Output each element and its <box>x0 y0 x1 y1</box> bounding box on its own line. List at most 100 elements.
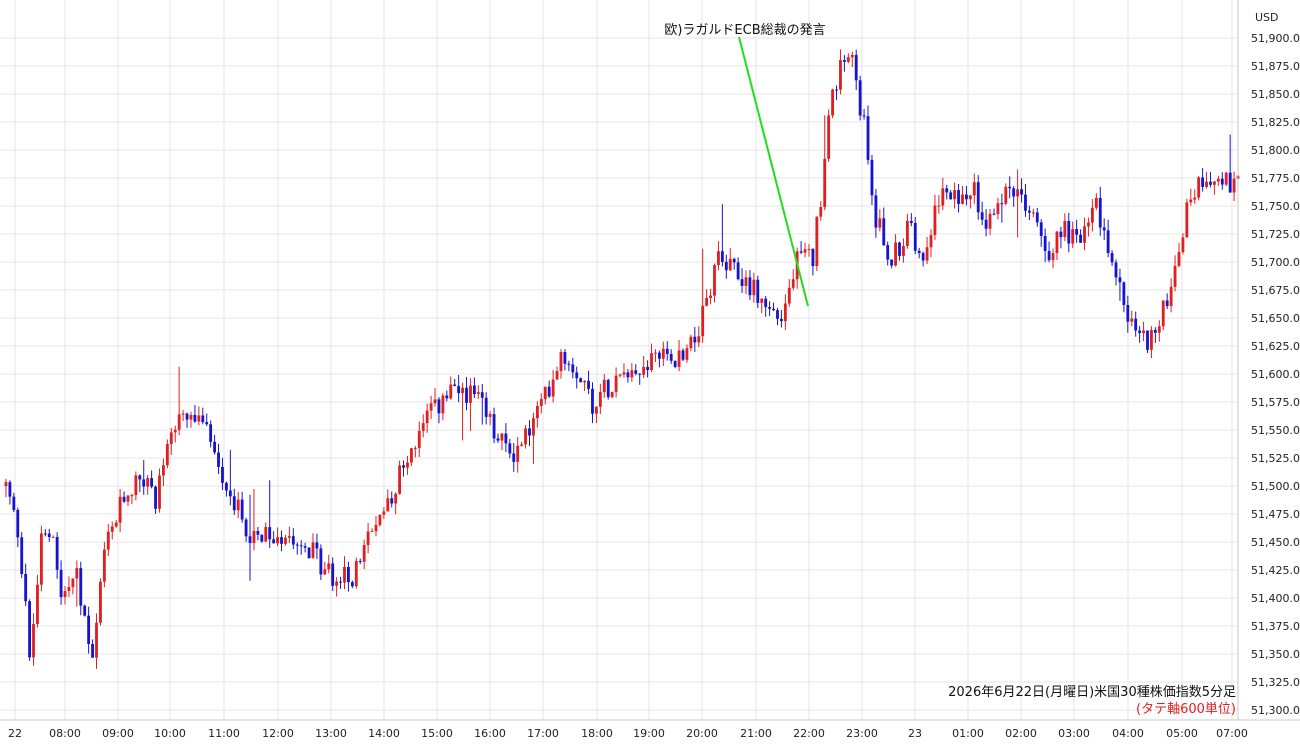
candle-body <box>811 249 815 267</box>
candle-body <box>728 258 732 271</box>
candle-body <box>551 379 555 397</box>
candle-body <box>1102 227 1106 231</box>
candle-body <box>362 545 366 562</box>
candle-body <box>1193 197 1197 200</box>
candle-body <box>1126 304 1130 322</box>
candle-body <box>445 395 449 399</box>
candle-body <box>626 372 630 378</box>
y-tick-label: 51,625.0 <box>1251 340 1300 353</box>
candle-body <box>134 475 138 496</box>
candle-body <box>1130 318 1134 322</box>
candle-body <box>162 465 165 476</box>
candle-body <box>197 415 201 422</box>
candle-body <box>480 392 484 398</box>
candle-body <box>831 89 835 116</box>
candle-body <box>469 385 472 403</box>
x-tick-label: 03:00 <box>1058 727 1090 740</box>
candle-body <box>921 253 925 261</box>
candle-body <box>382 511 386 515</box>
candle-body <box>720 251 724 262</box>
candle-body <box>555 371 559 380</box>
candle-body <box>386 498 390 512</box>
candle-body <box>756 279 760 303</box>
candle-body <box>579 378 583 383</box>
candle-body <box>449 384 453 399</box>
candle-body <box>461 387 464 394</box>
candle-body <box>146 478 150 487</box>
candle-body <box>1047 250 1051 261</box>
axes: USD <box>0 0 1300 721</box>
candle-body <box>441 395 445 414</box>
candle-body <box>1063 221 1067 238</box>
y-tick-label: 51,875.0 <box>1251 60 1300 73</box>
candle-body <box>1177 251 1181 266</box>
x-tick-label: 08:00 <box>49 727 81 740</box>
candle-body <box>1216 178 1220 182</box>
candle-body <box>1079 234 1082 243</box>
candle-body <box>744 277 748 286</box>
candle-body <box>866 116 870 160</box>
candle-body <box>36 584 39 625</box>
candle-body <box>886 245 890 260</box>
y-tick-label: 51,500.0 <box>1251 480 1300 493</box>
candle-body <box>114 522 118 527</box>
candle-body <box>43 533 47 535</box>
y-tick-label: 51,775.0 <box>1251 172 1300 185</box>
candle-body <box>1039 222 1043 237</box>
candle-body <box>697 336 701 343</box>
candle-body <box>429 403 433 411</box>
candle-body <box>425 410 429 424</box>
candle-body <box>244 519 248 537</box>
candle-body <box>1209 181 1212 185</box>
candle-body <box>130 495 134 497</box>
candle-body <box>618 374 622 376</box>
y-tick-label: 51,550.0 <box>1251 424 1300 437</box>
candle-body <box>768 307 772 309</box>
candle-body <box>823 158 827 208</box>
candle-body <box>807 249 811 251</box>
candle-body <box>79 568 83 606</box>
candle-body <box>496 438 500 441</box>
candle-body <box>16 509 20 538</box>
candle-body <box>406 462 409 468</box>
candle-body <box>524 428 527 445</box>
candle-body <box>1020 189 1023 195</box>
candle-body <box>205 422 209 425</box>
candle-body <box>299 545 303 547</box>
candle-body <box>169 432 173 444</box>
candle-body <box>209 424 213 442</box>
candle-body <box>453 384 457 387</box>
candle-body <box>799 251 803 253</box>
candle-body <box>724 261 728 271</box>
candle-body <box>1110 253 1114 263</box>
candle-body <box>968 195 972 200</box>
candle-body <box>972 182 976 196</box>
candle-body <box>988 213 992 229</box>
y-tick-label: 51,600.0 <box>1251 368 1300 381</box>
candle-body <box>51 536 55 538</box>
candle-body <box>421 423 425 431</box>
candle-body <box>748 277 752 296</box>
candle-body <box>228 490 232 497</box>
candle-body <box>370 531 374 533</box>
candle-body <box>335 581 339 586</box>
candle-body <box>504 433 508 444</box>
candle-body <box>374 524 378 532</box>
candle-body <box>1055 231 1059 254</box>
candle-body <box>264 527 268 542</box>
candle-body <box>102 549 106 582</box>
candle-body <box>1027 210 1031 213</box>
candle-body <box>201 415 205 423</box>
candle-body <box>106 531 110 550</box>
y-tick-label: 51,450.0 <box>1251 536 1300 549</box>
candle-body <box>1090 207 1094 223</box>
y-tick-label: 51,350.0 <box>1251 648 1300 661</box>
candle-body <box>55 536 59 570</box>
candle-body <box>689 336 693 349</box>
candle-body <box>606 379 610 398</box>
candle-body <box>1118 277 1122 283</box>
candle-body <box>500 433 504 441</box>
candle-body <box>47 533 51 537</box>
x-tick-label: 23 <box>908 727 922 740</box>
